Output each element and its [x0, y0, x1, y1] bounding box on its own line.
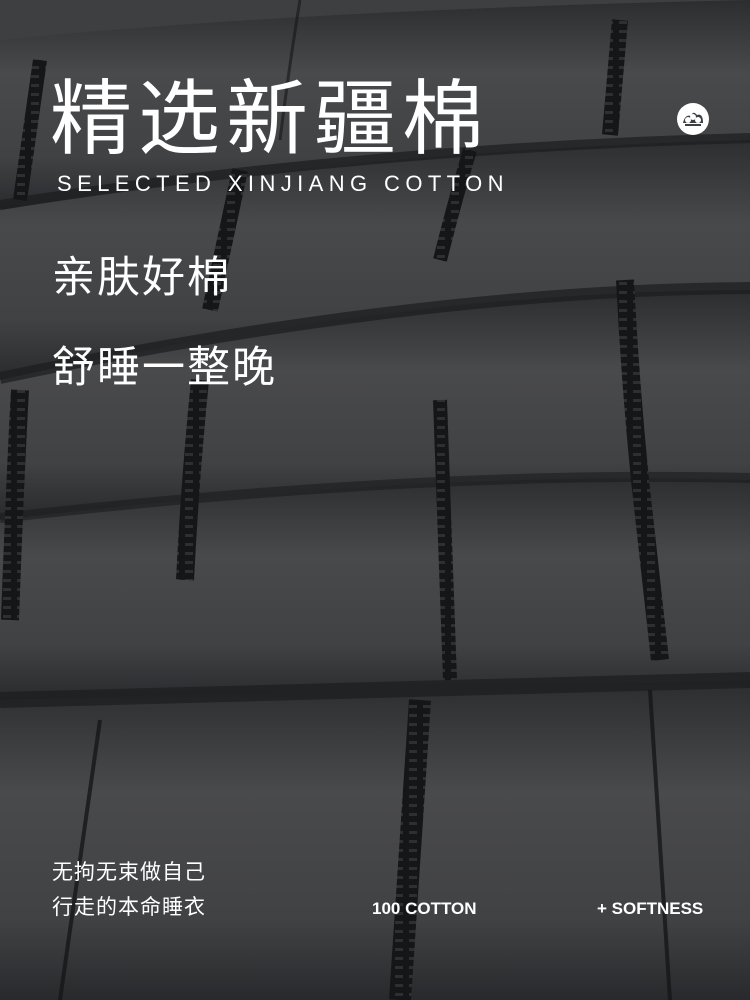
slogan-line: 亲肤好棉	[52, 253, 232, 303]
cotton-flower-icon	[677, 103, 709, 135]
tagline-line: 无拘无束做自己	[52, 860, 206, 884]
slogan-line: 舒睡一整晚	[52, 343, 277, 393]
tagline-line: 行走的本命睡衣	[52, 895, 206, 919]
page-subtitle: SELECTED XINJIANG COTTON	[57, 171, 509, 196]
feature-label-softness: + SOFTNESS	[597, 899, 704, 918]
feature-label-cotton: 100 COTTON	[372, 899, 477, 918]
page-title: 精选新疆棉	[50, 72, 491, 167]
